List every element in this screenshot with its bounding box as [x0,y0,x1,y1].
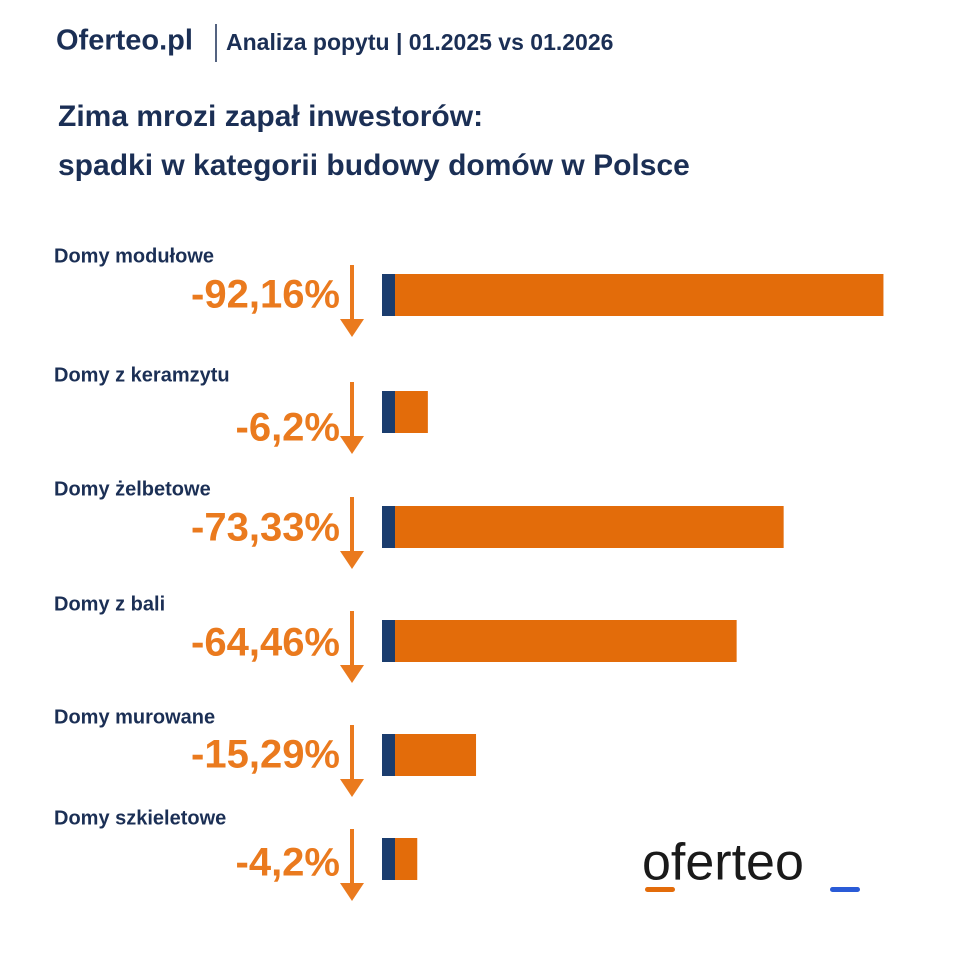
bar [395,506,784,548]
bar-accent [382,506,395,548]
arrow [340,551,364,569]
category-label: Domy szkieletowe [54,807,226,829]
bar [395,620,737,662]
value-label: -15,29% [191,733,340,777]
bar-accent [382,838,395,880]
value-label: -92,16% [191,273,340,317]
value-label: -6,2% [236,406,341,450]
arrow [340,665,364,683]
bar [395,734,477,776]
brand: Oferteo.pl [56,25,193,57]
arrow [340,883,364,901]
arrow [340,436,364,454]
arrow [340,319,364,337]
chart-title: Zima mrozi zapał inwestorów: [58,100,483,133]
logo: oferteo [642,834,804,892]
bar [395,838,418,880]
bar-accent [382,274,395,316]
category-label: Domy z keramzytu [54,364,230,386]
category-label: Domy modułowe [54,245,214,267]
bar [395,274,884,316]
value-label: -73,33% [191,506,340,550]
logo-accent [830,887,860,892]
bar [395,391,428,433]
arrow [340,779,364,797]
category-label: Domy z bali [54,593,165,615]
value-label: -64,46% [191,621,340,665]
value-label: -4,2% [236,841,341,885]
category-label: Domy żelbetowe [54,478,211,500]
bar-accent [382,391,395,433]
bar-accent [382,734,395,776]
chart-title: spadki w kategorii budowy domów w Polsce [58,149,690,182]
logo-accent [645,887,675,892]
bar-accent [382,620,395,662]
category-label: Domy murowane [54,706,215,728]
subtitle: Analiza popytu | 01.2025 vs 01.2026 [226,29,613,55]
